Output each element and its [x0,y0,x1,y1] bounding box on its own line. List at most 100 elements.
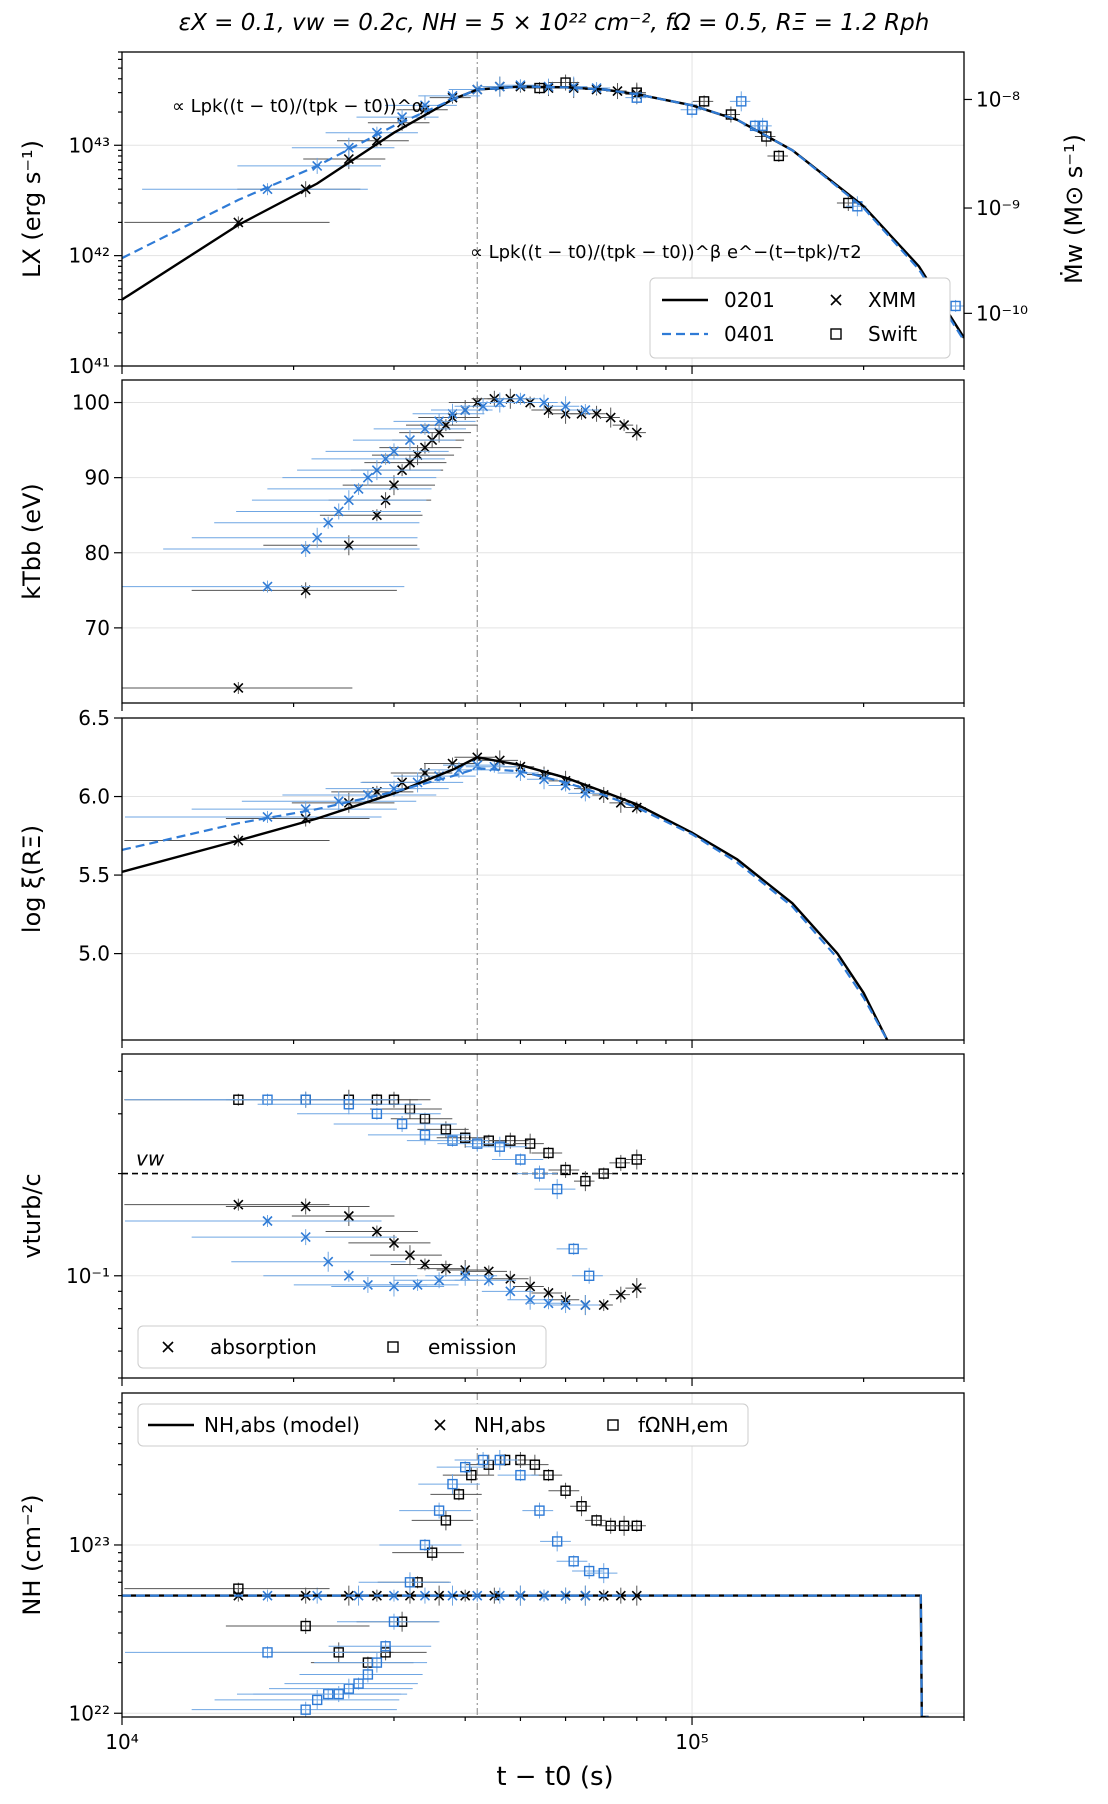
data-point-cross [233,217,244,228]
data-point-square [757,120,768,132]
model-curve-0401 [122,1594,929,1717]
data-point-square [300,1620,311,1632]
data-point-cross [380,453,391,464]
legend-label-xmm: XMM [868,288,916,312]
y-tick-label: 5.5 [78,863,110,887]
data-point-cross [388,446,400,457]
data-point-cross [538,774,550,785]
y-tick-label: 70 [85,616,110,640]
data-point-square [598,1168,609,1179]
panel-lx: 10⁴¹ 10⁴² 10⁴³ LX (erg s⁻¹) 10⁻¹⁰ 10⁻⁹ 10⁻⁸ Ṁw … [18,51,1088,378]
data-point-cross [300,1232,311,1243]
y-tick-label: 5.0 [78,942,110,966]
data-point-square [598,1567,609,1579]
panel-frame [121,51,965,367]
data-point-cross [388,480,400,491]
data-point-cross [300,1201,311,1212]
data-point-cross [543,1298,554,1309]
data-point-cross [419,423,431,434]
data-point-cross [434,1275,445,1286]
y-tick-label: 10²² [69,1701,110,1725]
legend-label-abs: NH,abs [474,1413,546,1437]
data-point-cross [233,1199,244,1210]
data-point-square [404,1577,416,1588]
data-point-square [380,1641,391,1652]
panel-nh: 10²² 10²³ NH (cm⁻²) NH,abs (model) NH,abs fΩN… [18,1392,965,1725]
data-point-square [524,1138,536,1149]
data-point-square [371,1108,383,1119]
data-point-square [433,1505,445,1516]
y-axis-label: LX (erg s⁻¹) [18,140,46,278]
data-point-square [950,300,961,312]
data-point-square [773,150,785,162]
data-point-square [576,1500,587,1512]
data-point-square [311,1694,323,1706]
data-point-square [353,1678,364,1689]
data-point-square [615,1157,627,1169]
data-point-square [534,1505,545,1516]
legend-box [649,277,951,359]
data-point-cross [447,408,458,419]
data-point-square [543,1469,554,1481]
data-point-cross [543,404,554,416]
panel-frame [121,1392,965,1718]
rise-law-annotation: ∝ Lpk((t − t0)/(tpk − t0))^α [172,96,424,117]
data-point-square [447,1478,458,1490]
legend-marker-swift [830,328,842,340]
legend-marker-em [607,1419,619,1431]
y-tick-label: 90 [85,466,110,490]
data-point-cross [371,465,382,476]
data-point-square [362,1669,374,1680]
data-point-square [761,131,772,142]
data-point-square [419,1129,431,1141]
x-tick-label: 10⁴ [105,1730,138,1754]
data-point-square [551,1536,563,1547]
model-curve-0201 [122,1594,929,1717]
data-point-square [631,1154,642,1165]
legend-label-em: fΩNH,em [638,1413,728,1437]
data-point-square [426,1547,438,1558]
vw-reference-label: vw [136,1147,165,1171]
legend-marker-xmm [830,294,842,306]
data-point-square [396,1118,408,1130]
plot-area-vturb [122,1089,964,1316]
data-point-cross [362,472,373,483]
data-point-cross [371,135,382,146]
right-y-axis-label: Ṁw (M⊙ s⁻¹) [1059,134,1088,284]
data-point-square [631,1520,642,1531]
data-point-cross [483,1266,494,1277]
data-point-square [560,1164,571,1176]
x-axis-label: t − t0 (s) [496,1762,613,1792]
data-point-square [440,1515,452,1526]
legend-marker-emission [387,1341,399,1353]
data-point-cross [560,401,571,412]
plot-area-xi [122,749,889,1040]
y-tick-label: 100 [72,391,110,415]
data-point-cross [460,404,471,416]
data-point-cross [478,401,489,412]
x-tick-label: 10⁵ [675,1730,708,1754]
data-point-square [568,1243,579,1255]
y-axis-label: vturb/c [18,1173,46,1258]
data-point-square [580,1175,591,1187]
legend-label-0201: 0201 [724,288,775,312]
data-point-cross [619,420,630,431]
data-point-square [440,1124,452,1135]
legend-marker-abs [434,1419,446,1431]
data-point-cross [538,397,550,408]
panel-vturb: 10⁻¹ vw vturb/c absorption emission [18,1053,965,1386]
model-curve-0401 [122,85,964,342]
y-tick-label: 10²³ [69,1533,110,1557]
panel-frame [121,1053,965,1379]
data-point-cross [312,532,323,543]
figure-title: εX = 0.1, vw = 0.2c, NH = 5 × 10²² cm⁻²,… [179,10,930,36]
data-point-square [583,1270,595,1281]
data-point-cross [404,435,416,446]
legend-label-absorption: absorption [210,1335,317,1359]
data-point-cross [404,1250,416,1261]
y-tick-label: 10⁴³ [69,133,110,157]
data-point-cross [371,510,382,521]
data-point-cross [615,1289,626,1300]
data-point-square [551,1183,563,1195]
